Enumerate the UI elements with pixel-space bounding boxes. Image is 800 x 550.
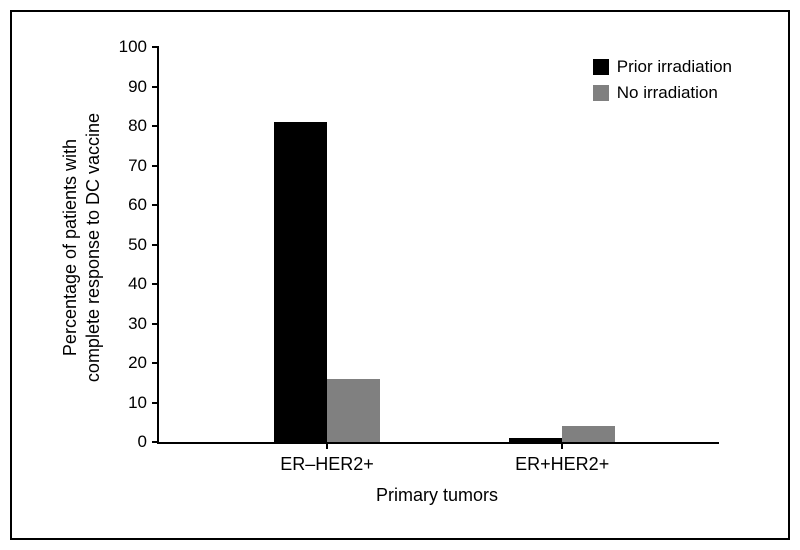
y-tick-label: 40 [128,274,147,294]
legend-swatch [593,59,609,75]
bar-chart: Percentage of patients withcomplete resp… [67,37,767,517]
x-axis-title: Primary tumors [157,485,717,506]
chart-frame: Percentage of patients withcomplete resp… [10,10,790,540]
x-tick [561,442,563,449]
legend: Prior irradiation No irradiation [593,57,732,109]
y-tick-label: 50 [128,235,147,255]
bar [327,379,380,442]
y-tick [152,362,159,364]
y-tick-label: 90 [128,77,147,97]
bar [509,438,562,442]
bar [274,122,327,442]
y-tick [152,46,159,48]
y-tick [152,125,159,127]
y-tick-label: 20 [128,353,147,373]
y-tick [152,204,159,206]
y-axis-title-wrap: Percentage of patients withcomplete resp… [67,37,97,457]
y-tick-label: 70 [128,156,147,176]
y-tick-label: 30 [128,314,147,334]
y-axis-title-line1: Percentage of patients withcomplete resp… [61,112,104,381]
y-tick [152,402,159,404]
x-tick-label: ER–HER2+ [280,454,374,475]
y-tick [152,86,159,88]
y-tick [152,323,159,325]
y-tick [152,244,159,246]
y-tick [152,283,159,285]
legend-label: No irradiation [617,83,718,103]
legend-swatch [593,85,609,101]
x-tick [326,442,328,449]
legend-item: Prior irradiation [593,57,732,77]
x-tick-label: ER+HER2+ [515,454,609,475]
y-tick [152,165,159,167]
y-tick-label: 80 [128,116,147,136]
y-tick [152,441,159,443]
y-tick-label: 60 [128,195,147,215]
y-tick-label: 10 [128,393,147,413]
legend-item: No irradiation [593,83,732,103]
y-tick-label: 100 [119,37,147,57]
y-tick-label: 0 [138,432,147,452]
bar [562,426,615,442]
y-axis-title: Percentage of patients withcomplete resp… [60,112,105,381]
legend-label: Prior irradiation [617,57,732,77]
